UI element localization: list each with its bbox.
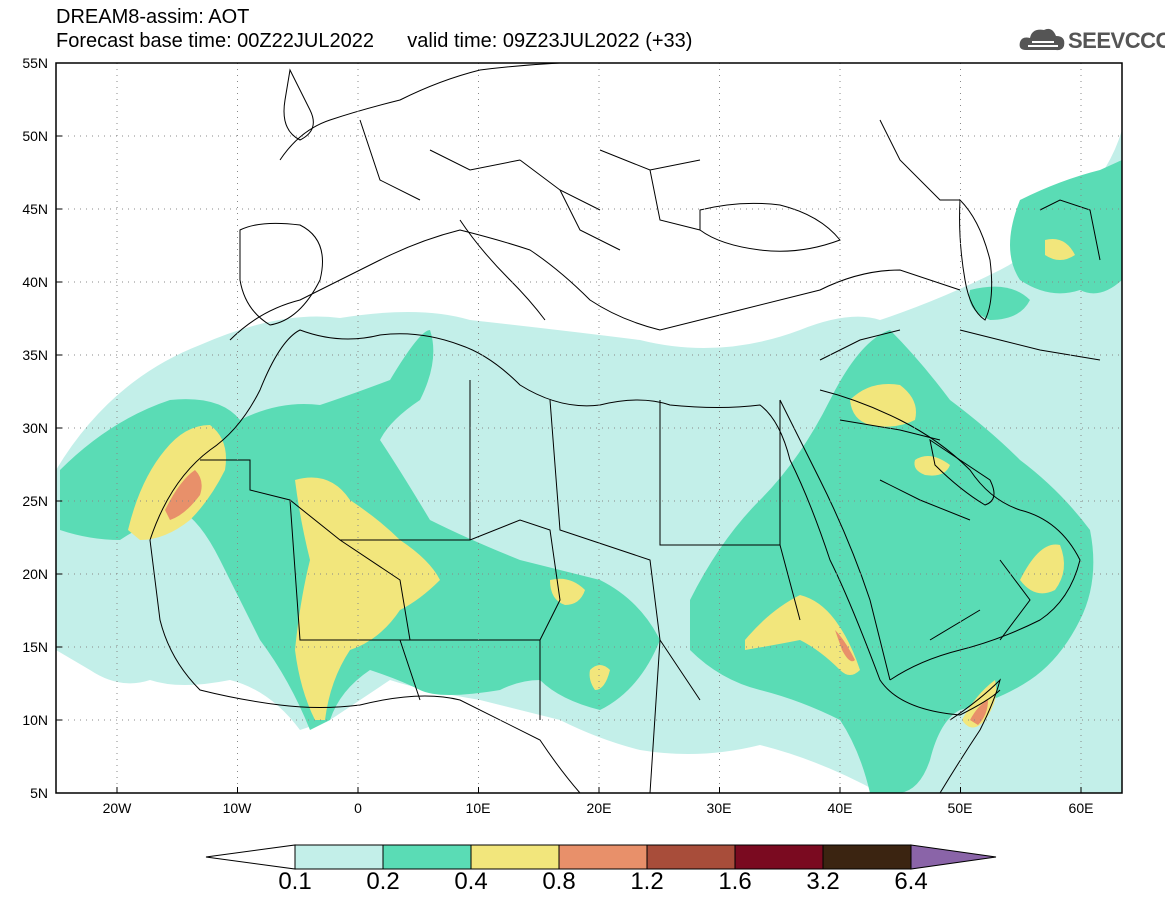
coastline-africa-west	[149, 539, 581, 793]
aot-level-0.2-sea	[969, 286, 1030, 320]
coastline-black-sea	[699, 202, 841, 252]
coastline-arabia	[819, 389, 1081, 681]
aot-field	[56, 130, 1145, 793]
coastline-italy	[459, 219, 546, 321]
coastline-red-sea	[779, 399, 891, 681]
lon-label: 10W	[222, 800, 252, 816]
colorbar-label: 0.1	[278, 868, 312, 895]
lat-label: 55N	[22, 55, 48, 71]
colorbar-bin-1	[294, 844, 384, 870]
coastline-iberia	[239, 222, 323, 326]
border-10	[929, 559, 1031, 641]
lon-label: 50E	[947, 800, 973, 816]
lat-label: 5N	[30, 785, 48, 801]
logo-text: SEEVCCC	[1068, 28, 1165, 53]
lat-label: 25N	[22, 493, 48, 509]
aot-level-0.4-chad	[589, 665, 610, 690]
colorbar-arrow-low	[205, 844, 296, 870]
border-3	[469, 380, 661, 793]
border-8	[559, 119, 960, 251]
lon-label: 0	[354, 800, 362, 816]
lon-label: 40E	[827, 800, 853, 816]
lat-label: 50N	[22, 128, 48, 144]
aot-level-0.8-atlantic	[165, 470, 202, 520]
colorbar-label: 1.6	[718, 868, 752, 895]
border-6	[399, 544, 801, 720]
colorbar-bin-3	[470, 844, 560, 870]
aot-level-0.4-sahel	[550, 578, 585, 605]
colorbar-label: 0.4	[454, 868, 488, 895]
cloud-icon	[1019, 28, 1065, 51]
border-2	[340, 519, 561, 641]
colorbar-label: 0.2	[366, 868, 400, 895]
colorbar-label: 3.2	[806, 868, 840, 895]
aot-level-0.8-somalia	[970, 700, 988, 725]
border-4	[659, 400, 781, 546]
border-5	[819, 329, 971, 521]
lat-label: 20N	[22, 566, 48, 582]
colorbar-bin-5	[646, 844, 736, 870]
axis-ticks	[56, 62, 1082, 794]
aot-level-0.8-sudan	[835, 630, 855, 662]
colorbar-label: 6.4	[894, 868, 928, 895]
colorbar-label: 1.2	[630, 868, 664, 895]
lon-label: 30E	[706, 800, 732, 816]
lon-label: 20W	[102, 800, 132, 816]
lat-label: 15N	[22, 639, 48, 655]
lat-label: 40N	[22, 274, 48, 290]
colorbar-label: 0.8	[542, 868, 576, 895]
aot-level-0.4-sudan	[745, 595, 860, 675]
lon-label: 60E	[1068, 800, 1094, 816]
coastline-britain	[283, 68, 314, 141]
chart-title-line2: Forecast base time: 00Z22JUL2022 valid t…	[56, 30, 693, 52]
border-7	[359, 119, 701, 211]
lon-label: 20E	[586, 800, 612, 816]
lat-label: 10N	[22, 712, 48, 728]
aot-level-0.4-sahara	[295, 477, 440, 720]
coastline-africa-north	[149, 329, 1001, 716]
lat-label: 30N	[22, 420, 48, 436]
coastline-europe	[229, 229, 961, 341]
aot-level-0.4-aral	[1125, 196, 1145, 213]
coastline-caspian	[959, 198, 993, 321]
lat-label: 35N	[22, 347, 48, 363]
aot-level-0.2-east	[690, 330, 1094, 793]
aot-level-0.4-oman	[1020, 544, 1064, 594]
colorbar	[205, 844, 997, 870]
colorbar-bin-2	[382, 844, 472, 870]
colorbar-bin-4	[558, 844, 648, 870]
gridlines	[56, 63, 1122, 793]
colorbar-arrow-high	[910, 844, 997, 870]
chart-title-line1: DREAM8-assim: AOT	[56, 6, 250, 28]
logo: SEEVCCC	[1018, 24, 1165, 56]
aot-level-0.2-caspian	[1010, 160, 1122, 294]
coastline-europe-north	[279, 63, 561, 161]
aot-level-0.4-caspian	[1045, 239, 1075, 260]
aot-level-0.4-iraq	[850, 384, 916, 427]
coastline-madagascar-horn	[939, 678, 1001, 793]
colorbar-bin-6	[734, 844, 824, 870]
lat-label: 45N	[22, 201, 48, 217]
colorbar-bin-7	[822, 844, 912, 870]
aot-level-0.4-atlantic	[128, 425, 226, 540]
lon-label: 10E	[465, 800, 491, 816]
